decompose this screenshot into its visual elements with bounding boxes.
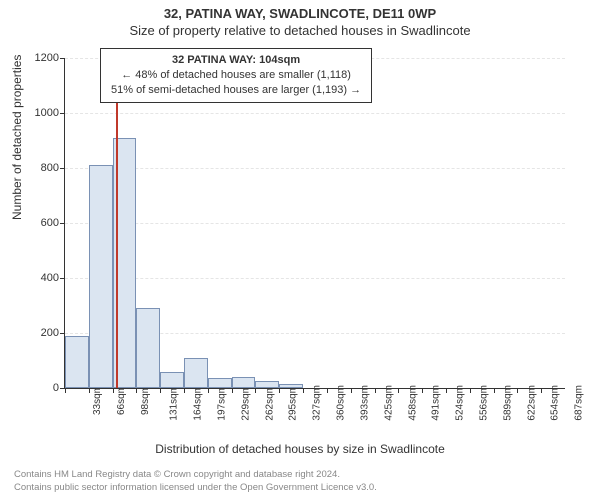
x-tick xyxy=(422,388,423,393)
histogram-bar xyxy=(279,384,303,388)
histogram-chart: 02004006008001000120033sqm66sqm98sqm131s… xyxy=(64,58,564,388)
x-tick-label: 491sqm xyxy=(431,385,442,421)
y-tick xyxy=(60,278,65,279)
x-tick xyxy=(136,388,137,393)
plot-area: 02004006008001000120033sqm66sqm98sqm131s… xyxy=(64,58,565,389)
x-tick-label: 524sqm xyxy=(455,385,466,421)
x-tick xyxy=(279,388,280,393)
x-tick-label: 654sqm xyxy=(550,385,561,421)
y-tick-label: 600 xyxy=(19,217,59,229)
x-tick xyxy=(375,388,376,393)
histogram-bar xyxy=(255,381,279,388)
x-tick xyxy=(303,388,304,393)
x-tick-label: 589sqm xyxy=(502,385,513,421)
x-tick-label: 687sqm xyxy=(574,385,585,421)
x-tick-label: 164sqm xyxy=(193,385,204,421)
x-tick-label: 360sqm xyxy=(336,385,347,421)
y-tick xyxy=(60,168,65,169)
histogram-bar xyxy=(89,165,113,388)
x-tick-label: 33sqm xyxy=(92,385,103,415)
y-tick xyxy=(60,113,65,114)
x-tick-label: 262sqm xyxy=(264,385,275,421)
histogram-bar xyxy=(232,377,256,388)
y-tick-label: 200 xyxy=(19,327,59,339)
x-tick xyxy=(470,388,471,393)
x-tick xyxy=(327,388,328,393)
gridline xyxy=(65,278,565,279)
x-tick xyxy=(89,388,90,393)
gridline xyxy=(65,168,565,169)
x-tick-label: 98sqm xyxy=(140,385,151,415)
x-tick-label: 131sqm xyxy=(169,385,180,421)
histogram-bar xyxy=(184,358,208,388)
x-tick xyxy=(208,388,209,393)
gridline xyxy=(65,113,565,114)
x-tick-label: 458sqm xyxy=(407,385,418,421)
histogram-bar xyxy=(208,378,232,388)
x-tick-label: 556sqm xyxy=(479,385,490,421)
y-tick xyxy=(60,223,65,224)
info-property-size: 32 PATINA WAY: 104sqm xyxy=(111,53,361,68)
x-tick-label: 327sqm xyxy=(312,385,323,421)
x-tick xyxy=(255,388,256,393)
x-tick-label: 425sqm xyxy=(383,385,394,421)
gridline xyxy=(65,223,565,224)
x-tick-label: 66sqm xyxy=(116,385,127,415)
page-title-address: 32, PATINA WAY, SWADLINCOTE, DE11 0WP xyxy=(0,0,600,21)
footer-line2: Contains public sector information licen… xyxy=(14,482,377,494)
x-tick xyxy=(541,388,542,393)
x-tick xyxy=(184,388,185,393)
histogram-bar xyxy=(136,308,160,388)
property-marker-line xyxy=(116,58,118,388)
y-tick-label: 1200 xyxy=(19,52,59,64)
property-info-box: 32 PATINA WAY: 104sqm ← 48% of detached … xyxy=(100,48,372,103)
x-tick xyxy=(398,388,399,393)
x-tick-label: 393sqm xyxy=(359,385,370,421)
x-tick xyxy=(160,388,161,393)
x-tick-label: 622sqm xyxy=(526,385,537,421)
x-tick xyxy=(494,388,495,393)
info-larger-pct: 51% of semi-detached houses are larger (… xyxy=(111,83,361,98)
histogram-bar xyxy=(65,336,89,388)
y-tick-label: 800 xyxy=(19,162,59,174)
x-tick-label: 229sqm xyxy=(240,385,251,421)
y-tick-label: 0 xyxy=(19,382,59,394)
x-tick xyxy=(232,388,233,393)
x-axis-label: Distribution of detached houses by size … xyxy=(0,442,600,456)
info-smaller-pct: ← 48% of detached houses are smaller (1,… xyxy=(111,68,361,83)
x-tick-label: 295sqm xyxy=(288,385,299,421)
y-tick-label: 400 xyxy=(19,272,59,284)
x-tick xyxy=(113,388,114,393)
x-tick-label: 197sqm xyxy=(217,385,228,421)
x-tick xyxy=(351,388,352,393)
y-axis-label: Number of detached properties xyxy=(10,55,24,220)
y-tick xyxy=(60,333,65,334)
attribution-footer: Contains HM Land Registry data © Crown c… xyxy=(14,469,377,494)
y-tick-label: 1000 xyxy=(19,107,59,119)
footer-line1: Contains HM Land Registry data © Crown c… xyxy=(14,469,377,481)
histogram-bar xyxy=(160,372,184,389)
x-tick xyxy=(517,388,518,393)
x-tick xyxy=(65,388,66,393)
x-tick xyxy=(446,388,447,393)
y-tick xyxy=(60,58,65,59)
page-subtitle: Size of property relative to detached ho… xyxy=(0,21,600,42)
